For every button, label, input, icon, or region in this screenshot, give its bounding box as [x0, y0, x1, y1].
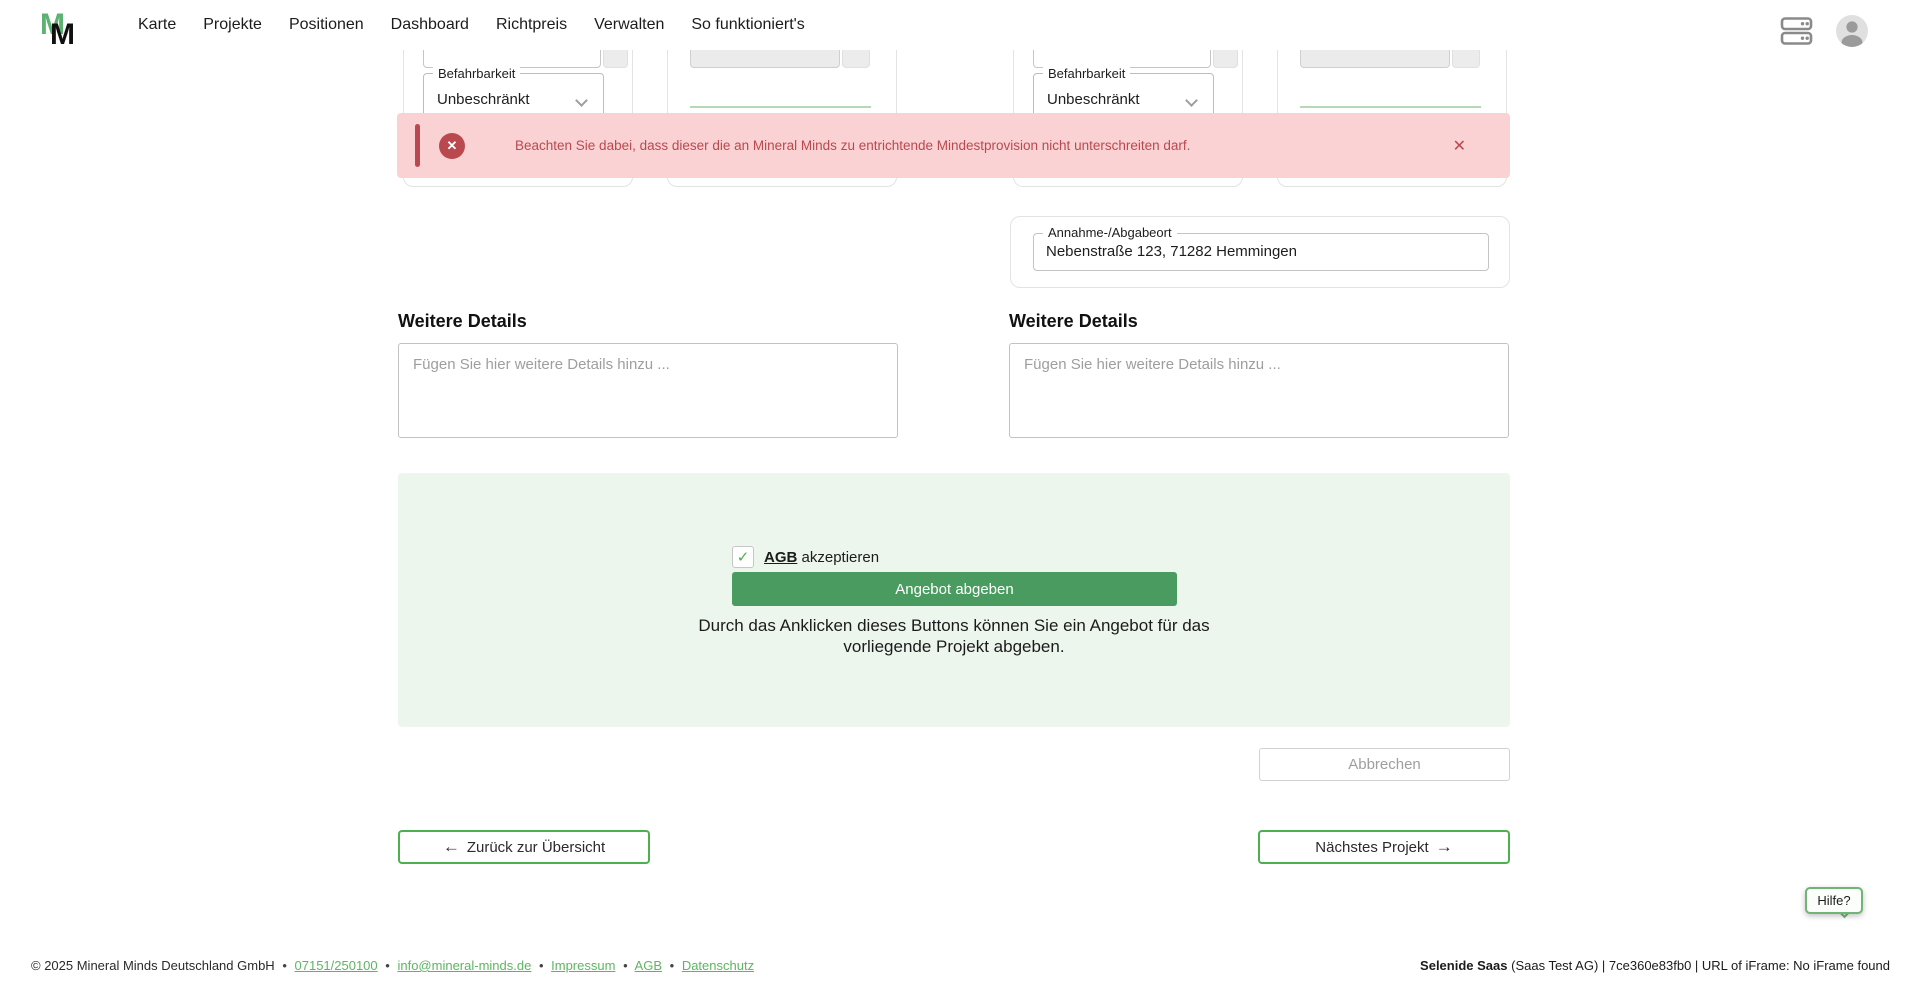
agb-suffix: akzeptieren: [797, 549, 880, 566]
top-navbar: M M Karte Projekte Positionen Dashboard …: [0, 0, 1920, 50]
footer-separator: •: [282, 958, 287, 973]
select-value: Unbeschränkt: [1047, 91, 1140, 108]
footer-separator: •: [538, 958, 544, 973]
location-card: Annahme-/Abgabeort Nebenstraße 123, 7128…: [1010, 216, 1510, 288]
nav-item-verwalten[interactable]: Verwalten: [594, 16, 665, 33]
app-name: Selenide Saas: [1420, 958, 1508, 973]
select-label: Befahrbarkeit: [1043, 66, 1131, 81]
details-textarea-left[interactable]: [398, 343, 898, 438]
details-heading-left: Weitere Details: [398, 311, 527, 331]
nav-item-projekte[interactable]: Projekte: [203, 16, 262, 33]
offer-note: Durch das Anklicken dieses Buttons könne…: [398, 615, 1510, 657]
error-banner: ✕ Beachten Sie dabei, dass dieser die an…: [397, 113, 1510, 178]
nav-item-so-funktionierts[interactable]: So funktioniert's: [691, 16, 805, 33]
cancel-button[interactable]: Abbrechen: [1259, 748, 1510, 781]
details-heading-right: Weitere Details: [1009, 311, 1138, 331]
alert-close-icon[interactable]: ✕: [1453, 113, 1466, 178]
input-underline: [690, 106, 871, 108]
chevron-down-icon: [1185, 94, 1198, 107]
next-project-button[interactable]: Nächstes Projekt →: [1258, 830, 1510, 864]
alert-accent-bar: [415, 124, 420, 167]
back-to-overview-button[interactable]: ← Zurück zur Übersicht: [398, 830, 650, 864]
arrow-right-icon: →: [1435, 837, 1453, 856]
location-field[interactable]: Annahme-/Abgabeort Nebenstraße 123, 7128…: [1033, 225, 1489, 271]
logo-letter-green: M: [40, 8, 65, 41]
offer-note-line2: vorliegende Projekt abgeben.: [843, 637, 1065, 656]
footer-privacy-link[interactable]: Datenschutz: [681, 958, 755, 973]
agb-link[interactable]: AGB: [764, 549, 798, 566]
copyright-text: © 2025 Mineral Minds Deutschland GmbH: [31, 958, 275, 973]
nav-item-dashboard[interactable]: Dashboard: [390, 16, 469, 33]
nav-item-karte[interactable]: Karte: [138, 16, 177, 33]
offer-section: ✓ AGB akzeptieren Angebot abgeben Durch …: [398, 473, 1510, 727]
checkmark-icon: ✓: [736, 549, 750, 566]
select-label: Befahrbarkeit: [433, 66, 521, 81]
location-value: Nebenstraße 123, 71282 Hemmingen: [1046, 243, 1297, 260]
app-meta: (Saas Test AG) | 7ce360e83fb0 | URL of i…: [1507, 958, 1890, 973]
footer-imprint-link[interactable]: Impressum: [551, 958, 616, 973]
next-button-label: Nächstes Projekt: [1315, 838, 1429, 856]
details-textarea-right[interactable]: [1009, 343, 1509, 438]
footer-phone-link[interactable]: 07151/250100: [294, 958, 378, 973]
input-underline: [1300, 106, 1481, 108]
nav-item-richtpreis[interactable]: Richtpreis: [495, 16, 568, 33]
footer-app-info: Selenide Saas (Saas Test AG) | 7ce360e83…: [1420, 958, 1890, 973]
error-icon: ✕: [439, 133, 465, 159]
error-glyph: ✕: [446, 138, 458, 153]
server-icon[interactable]: [1780, 17, 1814, 45]
footer-left: © 2025 Mineral Minds Deutschland GmbH • …: [31, 958, 754, 973]
back-button-label: Zurück zur Übersicht: [466, 838, 606, 856]
avatar-icon[interactable]: [1835, 14, 1869, 48]
footer-email-link[interactable]: info@mineral-minds.de: [397, 958, 532, 973]
select-value: Unbeschränkt: [437, 91, 530, 108]
footer-terms-link[interactable]: AGB: [634, 958, 662, 973]
footer-separator: •: [623, 958, 628, 973]
agb-checkbox[interactable]: ✓: [732, 546, 754, 568]
alert-message: Beachten Sie dabei, dass dieser die an M…: [515, 138, 1191, 153]
logo-letter-black: M: [50, 18, 75, 50]
footer-separator: •: [669, 958, 675, 973]
arrow-left-icon: ←: [442, 837, 460, 856]
chevron-down-icon: [575, 94, 588, 107]
footer-separator: •: [385, 958, 390, 973]
nav-item-positionen[interactable]: Positionen: [288, 16, 364, 33]
agb-label: AGB akzeptieren: [764, 549, 879, 566]
offer-note-line1: Durch das Anklicken dieses Buttons könne…: [698, 616, 1210, 635]
location-label: Annahme-/Abgabeort: [1043, 225, 1177, 240]
help-bubble[interactable]: Hilfe?: [1805, 887, 1863, 914]
mineral-minds-logo[interactable]: M M: [40, 8, 88, 50]
nav-links: Karte Projekte Positionen Dashboard Rich…: [138, 0, 805, 50]
submit-offer-button[interactable]: Angebot abgeben: [732, 572, 1177, 606]
